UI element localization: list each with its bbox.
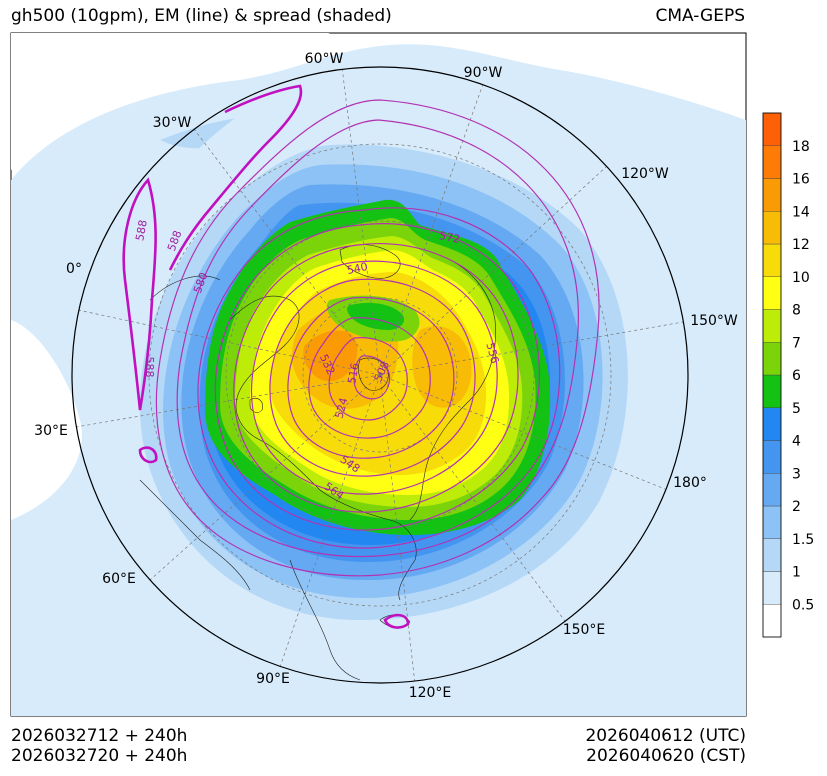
colorbar-tick-label: 18 [792,139,810,155]
lon-label-150e: 150°E [563,622,606,638]
colorbar-tick-label: 10 [792,270,810,286]
map-boundary [71,66,689,684]
colorbar-tick-label: 14 [792,204,810,220]
colorbar-tick-label: 2 [792,499,801,515]
lon-label-60e: 60°E [102,571,136,587]
init-time-cst: 2026032720 + 240h [11,746,188,766]
colorbar-swatch [762,178,782,212]
colorbar-tick-label: 8 [792,303,801,319]
colorbar-swatch [762,407,782,441]
lon-label-30w: 30°W [153,115,192,131]
colorbar: 0.5 1 1.5 2 3 4 5 6 7 8 10 12 14 16 18 [762,112,814,638]
init-time-utc: 2026032712 + 240h [11,726,188,746]
lon-label-120e: 120°E [409,685,452,701]
colorbar-frame [762,112,782,638]
colorbar-tick-label: 1 [792,565,801,581]
colorbar-swatch [762,145,782,179]
colorbar-tick-label: 12 [792,237,810,253]
colorbar-swatch [762,538,782,572]
colorbar-swatch [762,571,782,605]
contour-label: 572 [438,229,461,246]
lon-label-90w: 90°W [464,65,503,81]
colorbar-swatch [762,211,782,245]
colorbar-swatch [762,374,782,408]
em-contours [155,99,600,577]
footer-valid: 2026040612 (UTC) 2026040620 (CST) [585,726,746,766]
contour-label: 588 [133,219,149,242]
contour-588 [122,84,410,629]
lon-label-30e: 30°E [34,423,68,439]
lon-label-90e: 90°E [256,671,290,687]
lon-label-60w: 60°W [305,51,344,67]
colorbar-tick-label: 1.5 [792,532,814,548]
lon-label-0: 0° [66,261,82,277]
colorbar-tick-label: 7 [792,335,801,351]
lon-label-180: 180° [673,475,707,491]
contour-label: 556 [483,341,501,365]
colorbar-swatch [762,604,782,638]
lon-label-150w: 150°W [690,313,738,329]
colorbar-swatch [762,473,782,507]
colorbar-tick-label: 0.5 [792,597,814,613]
colorbar-tick-label: 4 [792,434,801,450]
colorbar-tick-label: 5 [792,401,801,417]
colorbar-swatch [762,505,782,539]
model-name: CMA-GEPS [655,6,745,26]
chart-title: gh500 (10gpm), EM (line) & spread (shade… [11,6,392,26]
contour-label: 524 [333,396,351,420]
contour-label: 540 [346,260,369,277]
colorbar-tick-label: 6 [792,368,801,384]
colorbar-swatch [762,276,782,310]
longitude-labels: 60°W 90°W 120°W 150°W 180° 150°E 120°E 9… [34,51,738,701]
valid-time-cst: 2026040620 (CST) [586,746,746,766]
colorbar-swatch [762,243,782,277]
contour-label: 588 [143,357,156,378]
footer-init: 2026032712 + 240h 2026032720 + 240h [11,726,187,766]
contour-label: 516 [345,362,361,385]
lon-label-120w: 120°W [621,166,669,182]
valid-time-utc: 2026040612 (UTC) [585,726,746,746]
colorbar-tick-label: 3 [792,466,801,482]
colorbar-tick-label: 16 [792,172,810,188]
colorbar-swatch [762,342,782,376]
colorbar-swatch [762,112,782,146]
colorbar-swatch [762,309,782,343]
colorbar-swatch [762,440,782,474]
